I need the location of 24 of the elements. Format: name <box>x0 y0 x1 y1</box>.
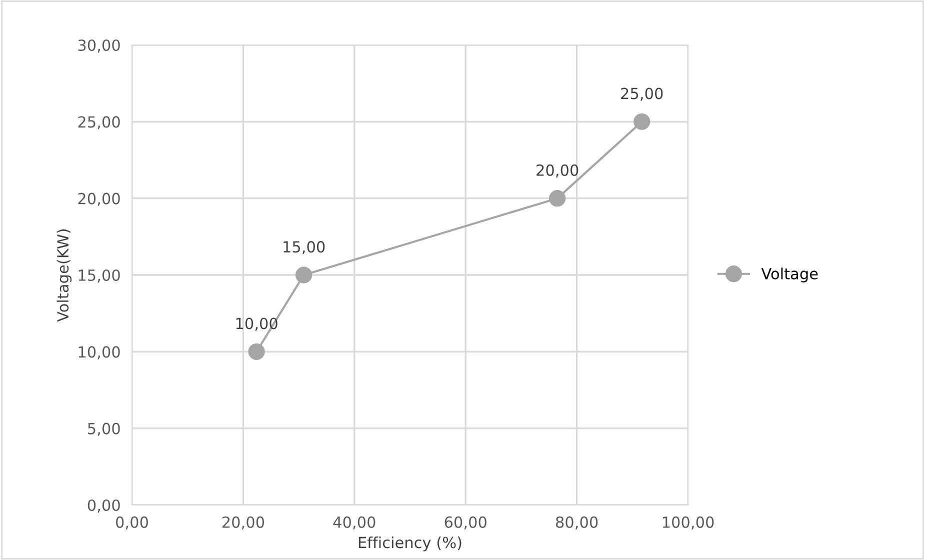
point <box>248 343 265 360</box>
y-tick-label: 20,00 <box>78 192 120 206</box>
y-tick-label: 5,00 <box>88 422 120 436</box>
y-tick-label: 30,00 <box>78 39 120 53</box>
y-tick-label: 25,00 <box>78 116 120 130</box>
y-tick-label: 15,00 <box>78 269 120 283</box>
data-label: 15,00 <box>284 241 325 254</box>
point <box>549 190 566 207</box>
x-tick-label: 100,00 <box>662 516 714 530</box>
x-tick-label: 60,00 <box>444 516 486 530</box>
point <box>295 266 312 284</box>
data-label: 20,00 <box>536 164 578 178</box>
x-tick-label: 20,00 <box>222 516 264 530</box>
y-tick-label: 10,00 <box>78 346 120 360</box>
x-tick-label: 40,00 <box>333 516 376 530</box>
y-axis-title: Voltage(KW) <box>56 229 72 322</box>
data-label: 25,00 <box>621 88 663 101</box>
x-tick-label: 80,00 <box>556 516 598 530</box>
x-tick-label: 0,00 <box>116 516 148 530</box>
y-tick-label: 0,00 <box>88 499 120 513</box>
data-label: 10,00 <box>236 318 278 331</box>
point <box>634 113 650 130</box>
x-axis-title: Efficiency (%) <box>358 536 462 552</box>
legend-label: Voltage <box>761 268 818 282</box>
